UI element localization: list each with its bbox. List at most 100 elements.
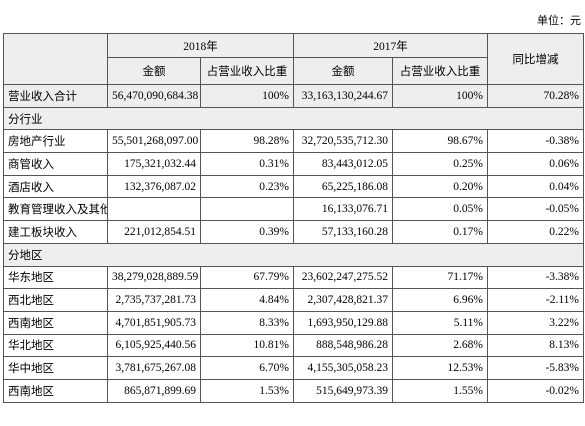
value-cell: 71.17% (392, 265, 488, 290)
value-cell: 16,133,076.71 (293, 197, 393, 222)
unit-label: 单位：元 (537, 15, 581, 27)
value-cell (200, 197, 294, 222)
row-label: 酒店收入 (3, 174, 108, 199)
value-cell: 100% (392, 84, 488, 108)
value-cell: 8.13% (487, 333, 584, 358)
value-cell: 515,649,973.39 (293, 378, 393, 403)
value-cell: 6.70% (200, 356, 294, 380)
header-cell (3, 33, 108, 85)
value-cell: 2,735,737,281.73 (107, 288, 201, 312)
table-row: 商管收入 175,321,032.44 0.31% 83,443,012.05 0.25… (3, 152, 584, 176)
table-row: 华东地区 38,279,028,889.59 67.79% 23,602,247,27… (3, 265, 584, 290)
value-cell: 33,163,130,244.67 (293, 84, 393, 108)
value-cell: 6.96% (392, 288, 488, 312)
value-cell: 56,470,090,684.38 (107, 84, 201, 108)
value-cell: 70.28% (487, 84, 584, 108)
value-cell: 3,781,675,267.08 (107, 356, 201, 380)
header-cell: 同比增减 (487, 33, 584, 85)
value-cell: 0.05% (392, 197, 488, 222)
value-cell: 0.04% (487, 174, 584, 199)
table-row: 房地产行业 55,501,268,097.00 98.28% 32,720,535,7… (3, 129, 584, 154)
value-cell: 65,225,186.08 (293, 174, 393, 199)
row-label: 教育管理收入及其他 (3, 197, 108, 222)
value-cell: 0.39% (200, 220, 294, 244)
table-row: 西南地区 865,871,899.69 1.53% 515,649,973.39 1.5… (3, 378, 584, 403)
value-cell: 0.06% (487, 152, 584, 176)
value-cell: 38,279,028,889.59 (107, 265, 201, 290)
value-cell: 3.22% (487, 310, 584, 335)
table-row: 华北地区 6,105,925,440.56 10.81% 888,548,986.28… (3, 333, 584, 358)
value-cell: -0.05% (487, 197, 584, 222)
value-cell: 888,548,986.28 (293, 333, 393, 358)
row-label: 建工板块收入 (3, 220, 108, 244)
row-label: 西南地区 (3, 310, 108, 335)
value-cell: 175,321,032.44 (107, 152, 201, 176)
value-cell: 1.55% (392, 378, 488, 403)
value-cell: 0.31% (200, 152, 294, 176)
value-cell: 221,012,854.51 (107, 220, 201, 244)
value-cell: 1,693,950,129.88 (293, 310, 393, 335)
value-cell: -2.11% (487, 288, 584, 312)
row-label: 华东地区 (3, 265, 108, 290)
row-label: 商管收入 (3, 152, 108, 176)
value-cell: 8.33% (200, 310, 294, 335)
section-cell: 分行业 (3, 106, 584, 131)
value-cell: 5.11% (392, 310, 488, 335)
value-cell: 83,443,012.05 (293, 152, 393, 176)
value-cell: -5.83% (487, 356, 584, 380)
value-cell: 1.53% (200, 378, 294, 403)
row-label: 华北地区 (3, 333, 108, 358)
revenue-table: 2018年 2017年 同比增减 金额 占营业收入比重 金额 占营业收入比重 营… (3, 33, 584, 403)
row-label: 西北地区 (3, 288, 108, 312)
value-cell: 10.81% (200, 333, 294, 358)
value-cell (107, 197, 201, 222)
table-row: 教育管理收入及其他 16,133,076.71 0.05% -0.05% (3, 197, 584, 222)
value-cell: 6,105,925,440.56 (107, 333, 201, 358)
value-cell: 32,720,535,712.30 (293, 129, 393, 154)
value-cell: 2.68% (392, 333, 488, 358)
header-cell: 占营业收入比重 (200, 57, 294, 85)
table-row: 酒店收入 132,376,087.02 0.23% 65,225,186.08 0.20… (3, 174, 584, 199)
value-cell: 0.25% (392, 152, 488, 176)
value-cell: 4.84% (200, 288, 294, 312)
header-cell: 占营业收入比重 (392, 57, 488, 85)
value-cell: 100% (200, 84, 294, 108)
value-cell: 98.67% (392, 129, 488, 154)
value-cell: 0.23% (200, 174, 294, 199)
value-cell: 132,376,087.02 (107, 174, 201, 199)
table-body: 营业收入合计 56,470,090,684.38 100% 33,163,130,24… (3, 84, 584, 403)
header-cell: 2017年 (293, 33, 488, 58)
table-row: 西南地区 4,701,851,905.73 8.33% 1,693,950,129.8… (3, 310, 584, 335)
header-cell: 金额 (293, 57, 393, 85)
value-cell: -0.38% (487, 129, 584, 154)
value-cell: 98.28% (200, 129, 294, 154)
table-row: 分地区 (3, 242, 584, 267)
value-cell: 57,133,160.28 (293, 220, 393, 244)
value-cell: 0.20% (392, 174, 488, 199)
value-cell: 865,871,899.69 (107, 378, 201, 403)
value-cell: 12.53% (392, 356, 488, 380)
table-row: 营业收入合计 56,470,090,684.38 100% 33,163,130,24… (3, 84, 584, 108)
table-row: 西北地区 2,735,737,281.73 4.84% 2,307,428,821.3… (3, 288, 584, 312)
value-cell: -3.38% (487, 265, 584, 290)
row-label: 华中地区 (3, 356, 108, 380)
value-cell: 4,155,305,058.23 (293, 356, 393, 380)
table-row: 华中地区 3,781,675,267.08 6.70% 4,155,305,058.2… (3, 356, 584, 380)
value-cell: 67.79% (200, 265, 294, 290)
table-row: 建工板块收入 221,012,854.51 0.39% 57,133,160.28 0.… (3, 220, 584, 244)
row-label: 营业收入合计 (3, 84, 108, 108)
table-row: 分行业 (3, 106, 584, 131)
value-cell: -0.02% (487, 378, 584, 403)
row-label: 房地产行业 (3, 129, 108, 154)
value-cell: 0.17% (392, 220, 488, 244)
value-cell: 0.22% (487, 220, 584, 244)
row-label: 西南地区 (3, 378, 108, 403)
header-cell: 2018年 (107, 33, 294, 58)
value-cell: 4,701,851,905.73 (107, 310, 201, 335)
value-cell: 23,602,247,275.52 (293, 265, 393, 290)
value-cell: 55,501,268,097.00 (107, 129, 201, 154)
header-cell: 金额 (107, 57, 201, 85)
section-cell: 分地区 (3, 242, 584, 267)
value-cell: 2,307,428,821.37 (293, 288, 393, 312)
